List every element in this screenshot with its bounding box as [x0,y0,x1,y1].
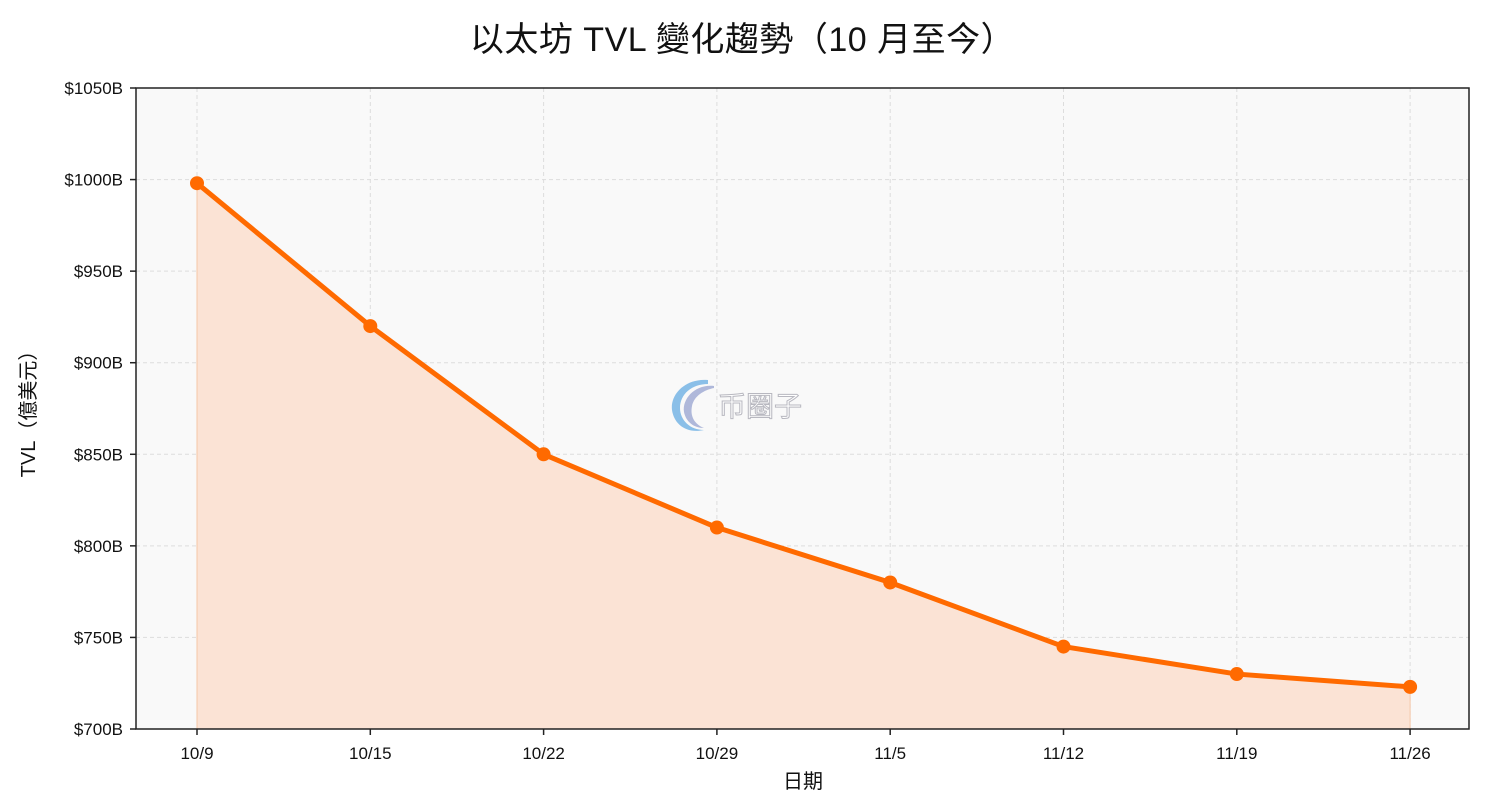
data-point [190,176,204,191]
plot-frame [135,87,1470,730]
data-point [709,520,724,535]
data-point [363,319,378,334]
x-axis: 10/9 10/15 10/22 10/29 11/5 11/12 11/19 11/26 [180,729,1431,763]
x-tick-label: 10/29 [696,744,739,763]
data-point [1229,667,1244,682]
watermark-text: 币圈子 [718,390,802,423]
watermark-logo: 币圈子 [671,379,803,431]
y-tick-label: $950B [74,262,123,281]
area-edges [196,183,1411,729]
y-tick-label: $700B [74,720,123,739]
data-line [194,180,1413,690]
x-tick-label: 11/12 [1043,744,1084,763]
data-point [883,575,898,590]
y-tick-label: $1000B [64,171,123,190]
x-tick-label: 11/5 [874,744,906,763]
y-axis: $700B $750B $800B $850B $900B $950B $1000B $105… [64,79,136,739]
chart-title: 以太坊 TVL 變化趨勢（10 月至今） [469,21,1016,59]
x-tick-label: 10/22 [522,744,565,763]
data-point [536,447,551,462]
x-tick-label: 11/26 [1389,744,1430,763]
data-point [1403,679,1418,694]
data-markers [190,176,1418,694]
x-tick-label: 11/19 [1216,744,1257,763]
x-tick-label: 10/15 [349,744,392,763]
y-tick-label: $750B [74,628,123,647]
data-point [1056,639,1071,654]
y-tick-label: $900B [74,354,123,373]
area-fill [197,183,1411,730]
y-tick-label: $1050B [64,79,123,98]
y-tick-label: $850B [74,445,123,464]
y-tick-label: $800B [74,537,123,556]
x-axis-label: 日期 [783,771,823,793]
y-axis-label: TVL（億美元） [17,341,40,478]
x-tick-label: 10/9 [180,744,213,763]
